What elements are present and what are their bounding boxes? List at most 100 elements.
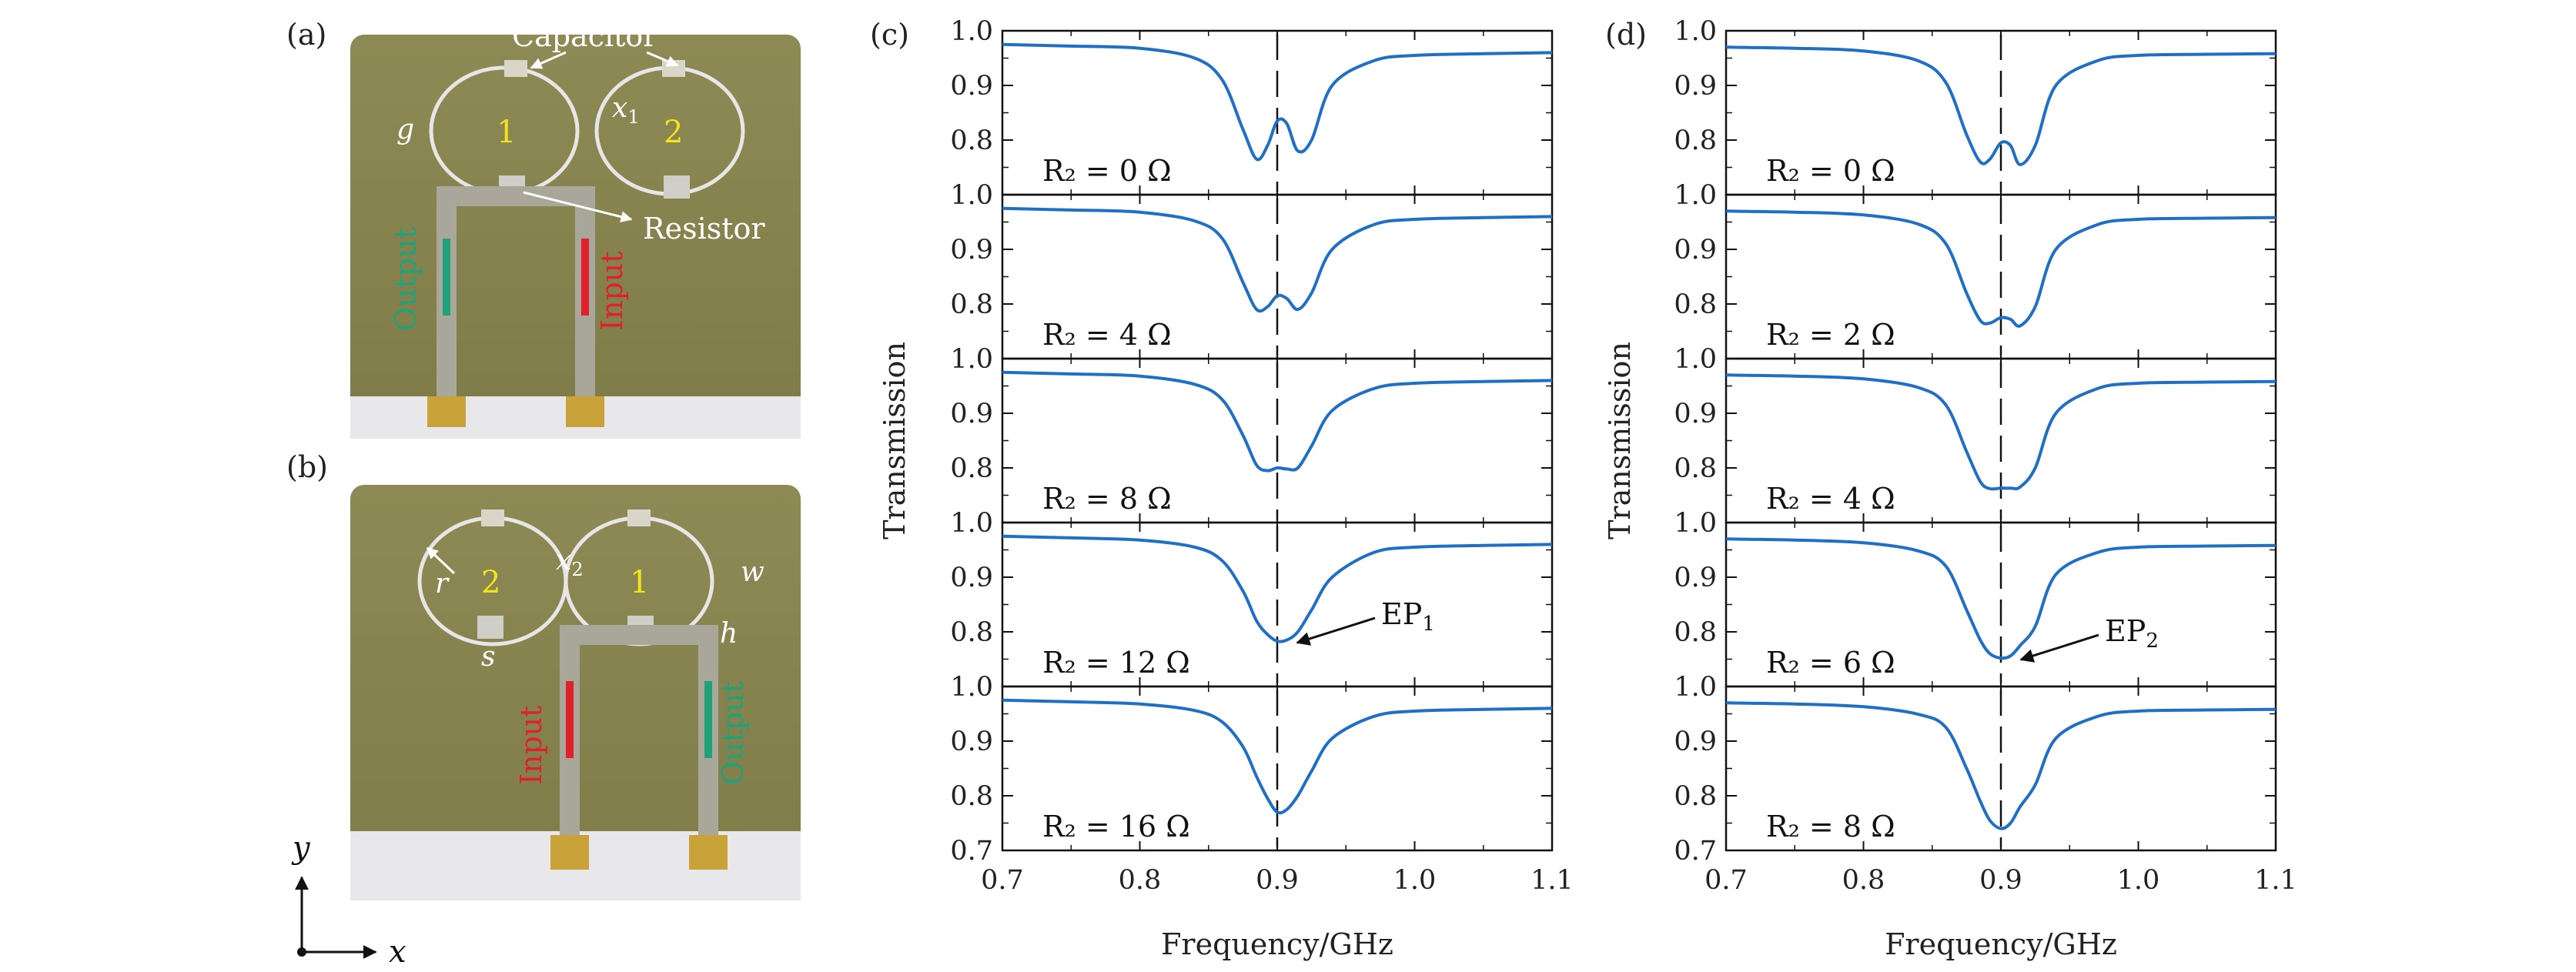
panel-label-a: (a) [286,18,326,52]
y-tick-label: 0.8 [1674,289,1717,320]
subplot-d-2: 1.0 0.9 0.8 R₂ = 2 Ω [1674,180,2277,360]
height-h-label: h [720,618,738,650]
y-tick-label: 0.8 [950,781,993,812]
transmission-curve [1002,42,1553,162]
y-tick-label: 0.9 [950,235,993,266]
sma-connector-left-a [427,396,466,427]
transmission-curve [1725,45,2277,166]
resistance-label: R₂ = 8 Ω [1766,810,1895,843]
y-axis-label: y [291,830,311,866]
resistance-label: R₂ = 8 Ω [1042,482,1172,516]
y-tick-label: 1.0 [950,344,993,375]
y-tick-label: 0.9 [950,71,993,102]
x-tick-label: 0.7 [1705,865,1748,896]
x-axis-title: Frequency/GHz [1161,927,1393,961]
sma-connector-right-b [689,835,728,870]
ring-2-label-a: 2 [664,115,683,150]
subplot-d-5: 1.0 0.9 0.8 0.7 R₂ = 8 Ω [1674,672,2277,867]
y-tick-label: 1.0 [1674,672,1717,703]
y-tick-label: 0.8 [950,125,993,156]
y-axis-title: Transmission [1603,342,1637,539]
resistance-label: R₂ = 0 Ω [1042,154,1172,188]
ring-1-label-b: 1 [630,565,649,600]
subplot-d-4: 1.0 0.9 0.8 R₂ = 6 Ω EP2 [1674,508,2277,688]
y-tick-label: 0.9 [950,563,993,593]
transmission-curve [1002,534,1553,643]
resistance-label: R₂ = 0 Ω [1766,154,1895,188]
y-tick-label: 0.8 [950,289,993,320]
transmission-curve [1725,209,2277,328]
y-tick-label: 0.8 [950,617,993,648]
subplot-c-2: 1.0 0.9 0.8 R₂ = 4 Ω [950,180,1554,360]
y-tick-label: 0.9 [1674,563,1717,593]
ep-pointer-arrow [2019,633,2099,663]
y-tick-label: 1.0 [1674,180,1717,211]
panel-label-b: (b) [286,450,328,484]
y-tick-label: 0.8 [1674,453,1717,484]
capacitor-chip-1-b [481,509,504,526]
resistance-label: R₂ = 6 Ω [1766,646,1895,680]
sma-connector-right-a [566,396,604,427]
transmission-curve [1002,370,1553,473]
resistor-chip-1-b [477,616,503,639]
ep-pointer-arrow [1296,616,1376,646]
capacitor-chip-2-b [627,509,651,526]
y-tick-label: 0.8 [1674,125,1717,156]
x-axis-label: x [389,934,406,970]
x-tick-label: 0.7 [981,865,1024,896]
y-tick-label: 0.9 [950,399,993,429]
photo-b: (b) Input Output 2 1 r x2 w h s [286,450,801,900]
x-tick-label: 1.1 [2254,865,2297,896]
resistance-label: R₂ = 16 Ω [1042,810,1190,843]
radius-pointer [426,546,456,575]
output-label-b: Output [716,681,750,785]
resistance-label: R₂ = 12 Ω [1042,646,1190,680]
y-tick-label: 0.7 [950,836,993,867]
ep-annotation: EP2 [2105,614,2159,653]
width-w-label: w [741,556,764,588]
resistance-label: R₂ = 4 Ω [1042,318,1172,352]
x-tick-label: 0.9 [1979,865,2022,896]
ring-2-label-b: 2 [481,565,500,600]
subplot-c-4: 1.0 0.9 0.8 R₂ = 12 Ω EP1 [950,508,1554,688]
panel-label-d: (d) [1605,18,1647,52]
y-tick-label: 0.9 [950,726,993,757]
transmission-curve [1725,701,2277,830]
y-tick-label: 0.7 [1674,836,1717,867]
gap-g-label: g [396,114,414,145]
x-tick-label: 1.0 [2117,865,2160,896]
y-tick-label: 1.0 [950,180,993,211]
input-label-b: Input [514,705,548,785]
subplot-d-3: 1.0 0.9 0.8 R₂ = 4 Ω [1674,344,2277,524]
x-axis-title: Frequency/GHz [1885,927,2117,961]
y-tick-label: 0.9 [1674,235,1717,266]
y-tick-label: 1.0 [1674,16,1717,47]
output-label-a: Output [389,227,423,331]
chart-d: (d) 1.00.90.8R₂ = 0 Ω1.00.90.8R₂ = 2 Ω1.0… [1603,16,2297,961]
ring-1-label-a: 1 [497,115,516,150]
y-tick-label: 0.8 [1674,617,1717,648]
capacitor-chip-1-a [504,60,527,77]
capacitor-pointer-2 [646,51,679,67]
y-tick-label: 0.8 [1674,781,1717,812]
x-tick-label: 1.0 [1393,865,1437,896]
subplot-c-1: 1.0 0.9 0.8 R₂ = 0 Ω [950,16,1554,196]
ep-annotation: EP1 [1381,597,1435,636]
y-tick-label: 1.0 [950,508,993,539]
origin-dot [297,947,306,957]
radius-r-label: r [435,568,450,600]
subplot-c-3: 1.0 0.9 0.8 R₂ = 8 Ω [950,344,1554,524]
y-axis-title: Transmission [878,342,912,539]
subplot-d-1: 1.0 0.9 0.8 R₂ = 0 Ω [1674,16,2277,196]
panel-label-c: (c) [870,18,909,52]
resistor-chip-2-a [664,175,690,199]
resistance-label: R₂ = 4 Ω [1766,482,1895,516]
transmission-curve [1725,373,2277,491]
y-tick-label: 1.0 [1674,344,1717,375]
photo-a: (a) Output Input Capacitor 1 2 g x1 Resi… [286,18,801,439]
y-tick-label: 1.0 [950,672,993,703]
y-tick-label: 0.9 [1674,726,1717,757]
capacitor-pointer-1 [530,51,567,69]
y-tick-label: 0.9 [1674,399,1717,429]
